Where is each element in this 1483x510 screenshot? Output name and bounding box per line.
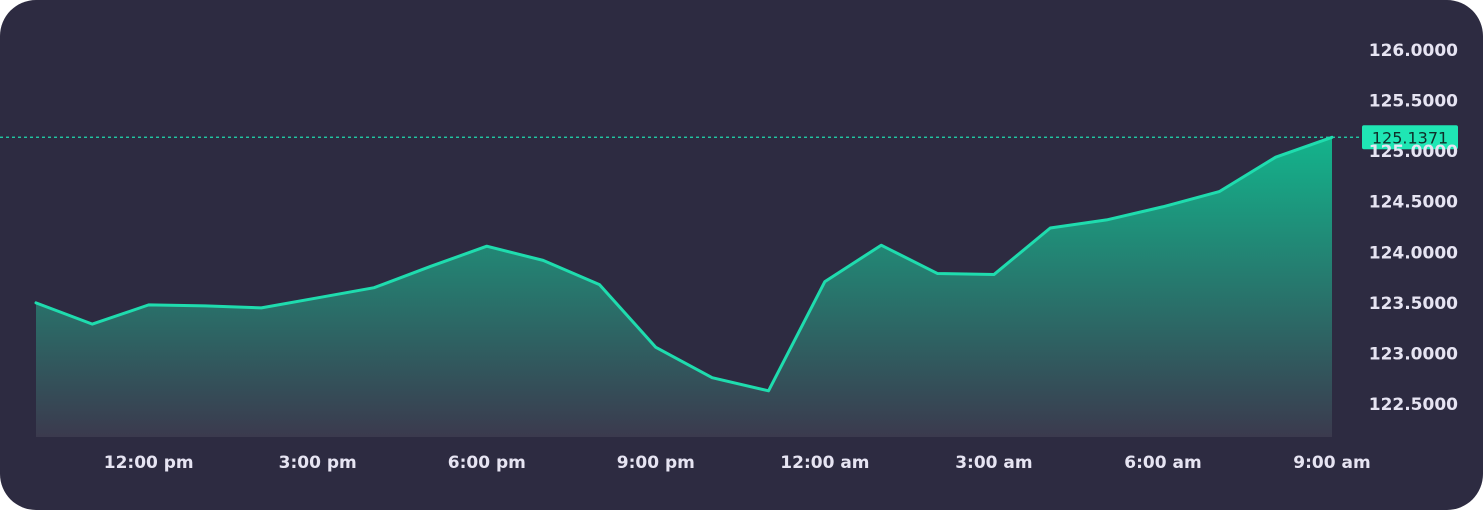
x-tick-label: 12:00 am xyxy=(780,453,869,473)
y-tick-label: 123.0000 xyxy=(1369,344,1458,364)
area-layer xyxy=(36,137,1332,437)
y-tick-label: 122.5000 xyxy=(1369,395,1458,415)
x-tick-label: 12:00 pm xyxy=(104,453,194,473)
y-tick-label: 125.5000 xyxy=(1369,92,1458,112)
x-tick-label: 6:00 pm xyxy=(448,453,526,473)
x-tick-label: 9:00 pm xyxy=(617,453,695,473)
y-tick-label: 125.0000 xyxy=(1369,142,1458,162)
y-tick-label: 124.5000 xyxy=(1369,193,1458,213)
current-price-layer: 125.1371 xyxy=(0,125,1458,150)
current-price-tag xyxy=(1362,125,1458,150)
y-tick-label: 124.0000 xyxy=(1369,243,1458,263)
price-line xyxy=(34,135,1334,393)
x-axis: 12:00 pm 3:00 pm 6:00 pm 9:00 pm 12:00 am 3:0… xyxy=(104,453,1371,473)
x-tick-label: 6:00 am xyxy=(1124,453,1201,473)
area-fill xyxy=(36,137,1332,437)
line-layer xyxy=(34,135,1334,393)
y-axis: 122.5000 123.0000 123.5000 124.0000 124.5000… xyxy=(1369,41,1458,415)
x-tick-label: 9:00 am xyxy=(1293,453,1370,473)
x-tick-label: 3:00 am xyxy=(955,453,1032,473)
y-tick-label: 126.0000 xyxy=(1369,41,1458,61)
current-price-label: 125.1371 xyxy=(1372,128,1448,147)
y-tick-label: 123.5000 xyxy=(1369,294,1458,314)
x-tick-label: 3:00 pm xyxy=(279,453,357,473)
